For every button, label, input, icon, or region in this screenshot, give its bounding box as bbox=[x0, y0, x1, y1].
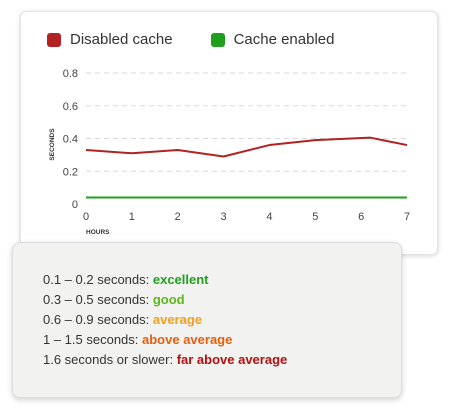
y-tick-label: 0.2 bbox=[63, 166, 78, 178]
rating-range: 0.3 – 0.5 seconds: bbox=[43, 292, 153, 307]
y-tick-label: 0.8 bbox=[63, 68, 78, 80]
y-tick-label: 0.4 bbox=[63, 134, 78, 146]
x-tick-label: 5 bbox=[312, 211, 318, 223]
series-lines bbox=[85, 136, 408, 199]
x-tick-label: 1 bbox=[129, 211, 135, 223]
rating-line: 0.6 – 0.9 seconds: average bbox=[43, 310, 401, 330]
x-tick-label: 4 bbox=[266, 211, 272, 223]
x-tick-label: 2 bbox=[175, 211, 181, 223]
load-time-ratings-panel: 0.1 – 0.2 seconds: excellent 0.3 – 0.5 se… bbox=[12, 242, 402, 398]
legend-label-cache-enabled: Cache enabled bbox=[233, 31, 335, 48]
legend-label-disabled-cache: Disabled cache bbox=[70, 31, 173, 48]
x-tick-label: 0 bbox=[83, 211, 89, 223]
rating-grade: above average bbox=[142, 332, 233, 347]
rating-range: 1.6 seconds or slower: bbox=[43, 352, 177, 367]
series-line-0[interactable] bbox=[85, 136, 408, 158]
rating-range: 1 – 1.5 seconds: bbox=[43, 332, 143, 347]
y-tick-label: 0.6 bbox=[63, 101, 78, 113]
chart-card: Disabled cache Cache enabled 0 0.2 0.4 0.6 0… bbox=[20, 11, 438, 255]
axes: 0 0.2 0.4 0.6 0.8 0 1 2 3 4 5 6 7 bbox=[63, 68, 410, 223]
rating-grade: excellent bbox=[152, 272, 209, 287]
x-tick-label: 3 bbox=[221, 211, 227, 223]
legend-swatch-disabled-cache bbox=[47, 32, 61, 47]
rating-line: 0.1 – 0.2 seconds: excellent bbox=[43, 270, 401, 290]
legend-item-cache-enabled[interactable]: Cache enabled bbox=[210, 31, 335, 48]
rating-grade: average bbox=[152, 312, 203, 327]
rating-line: 1 – 1.5 seconds: above average bbox=[43, 330, 401, 350]
x-tick-label: 7 bbox=[404, 211, 410, 223]
rating-grade: far above average bbox=[176, 352, 288, 367]
legend-swatch-cache-enabled bbox=[210, 32, 225, 47]
rating-range: 0.1 – 0.2 seconds: bbox=[43, 272, 153, 287]
x-tick-label: 6 bbox=[358, 211, 364, 223]
rating-line: 0.3 – 0.5 seconds: good bbox=[43, 290, 401, 310]
legend-item-disabled-cache[interactable]: Disabled cache bbox=[47, 31, 173, 48]
rating-line: 1.6 seconds or slower: far above average bbox=[43, 350, 401, 370]
y-axis-label: SECONDS bbox=[49, 128, 56, 161]
rating-grade: good bbox=[152, 292, 185, 307]
line-chart: 0 0.2 0.4 0.6 0.8 0 1 2 3 4 5 6 7 SECONDS HOURS bbox=[49, 68, 410, 236]
y-tick-label: 0 bbox=[72, 199, 78, 211]
x-axis-label: HOURS bbox=[86, 229, 110, 236]
grid-lines bbox=[86, 72, 407, 172]
rating-range: 0.6 – 0.9 seconds: bbox=[43, 312, 153, 327]
ratings-list: 0.1 – 0.2 seconds: excellent 0.3 – 0.5 se… bbox=[43, 270, 401, 370]
chart-legend: Disabled cache Cache enabled bbox=[47, 31, 372, 48]
